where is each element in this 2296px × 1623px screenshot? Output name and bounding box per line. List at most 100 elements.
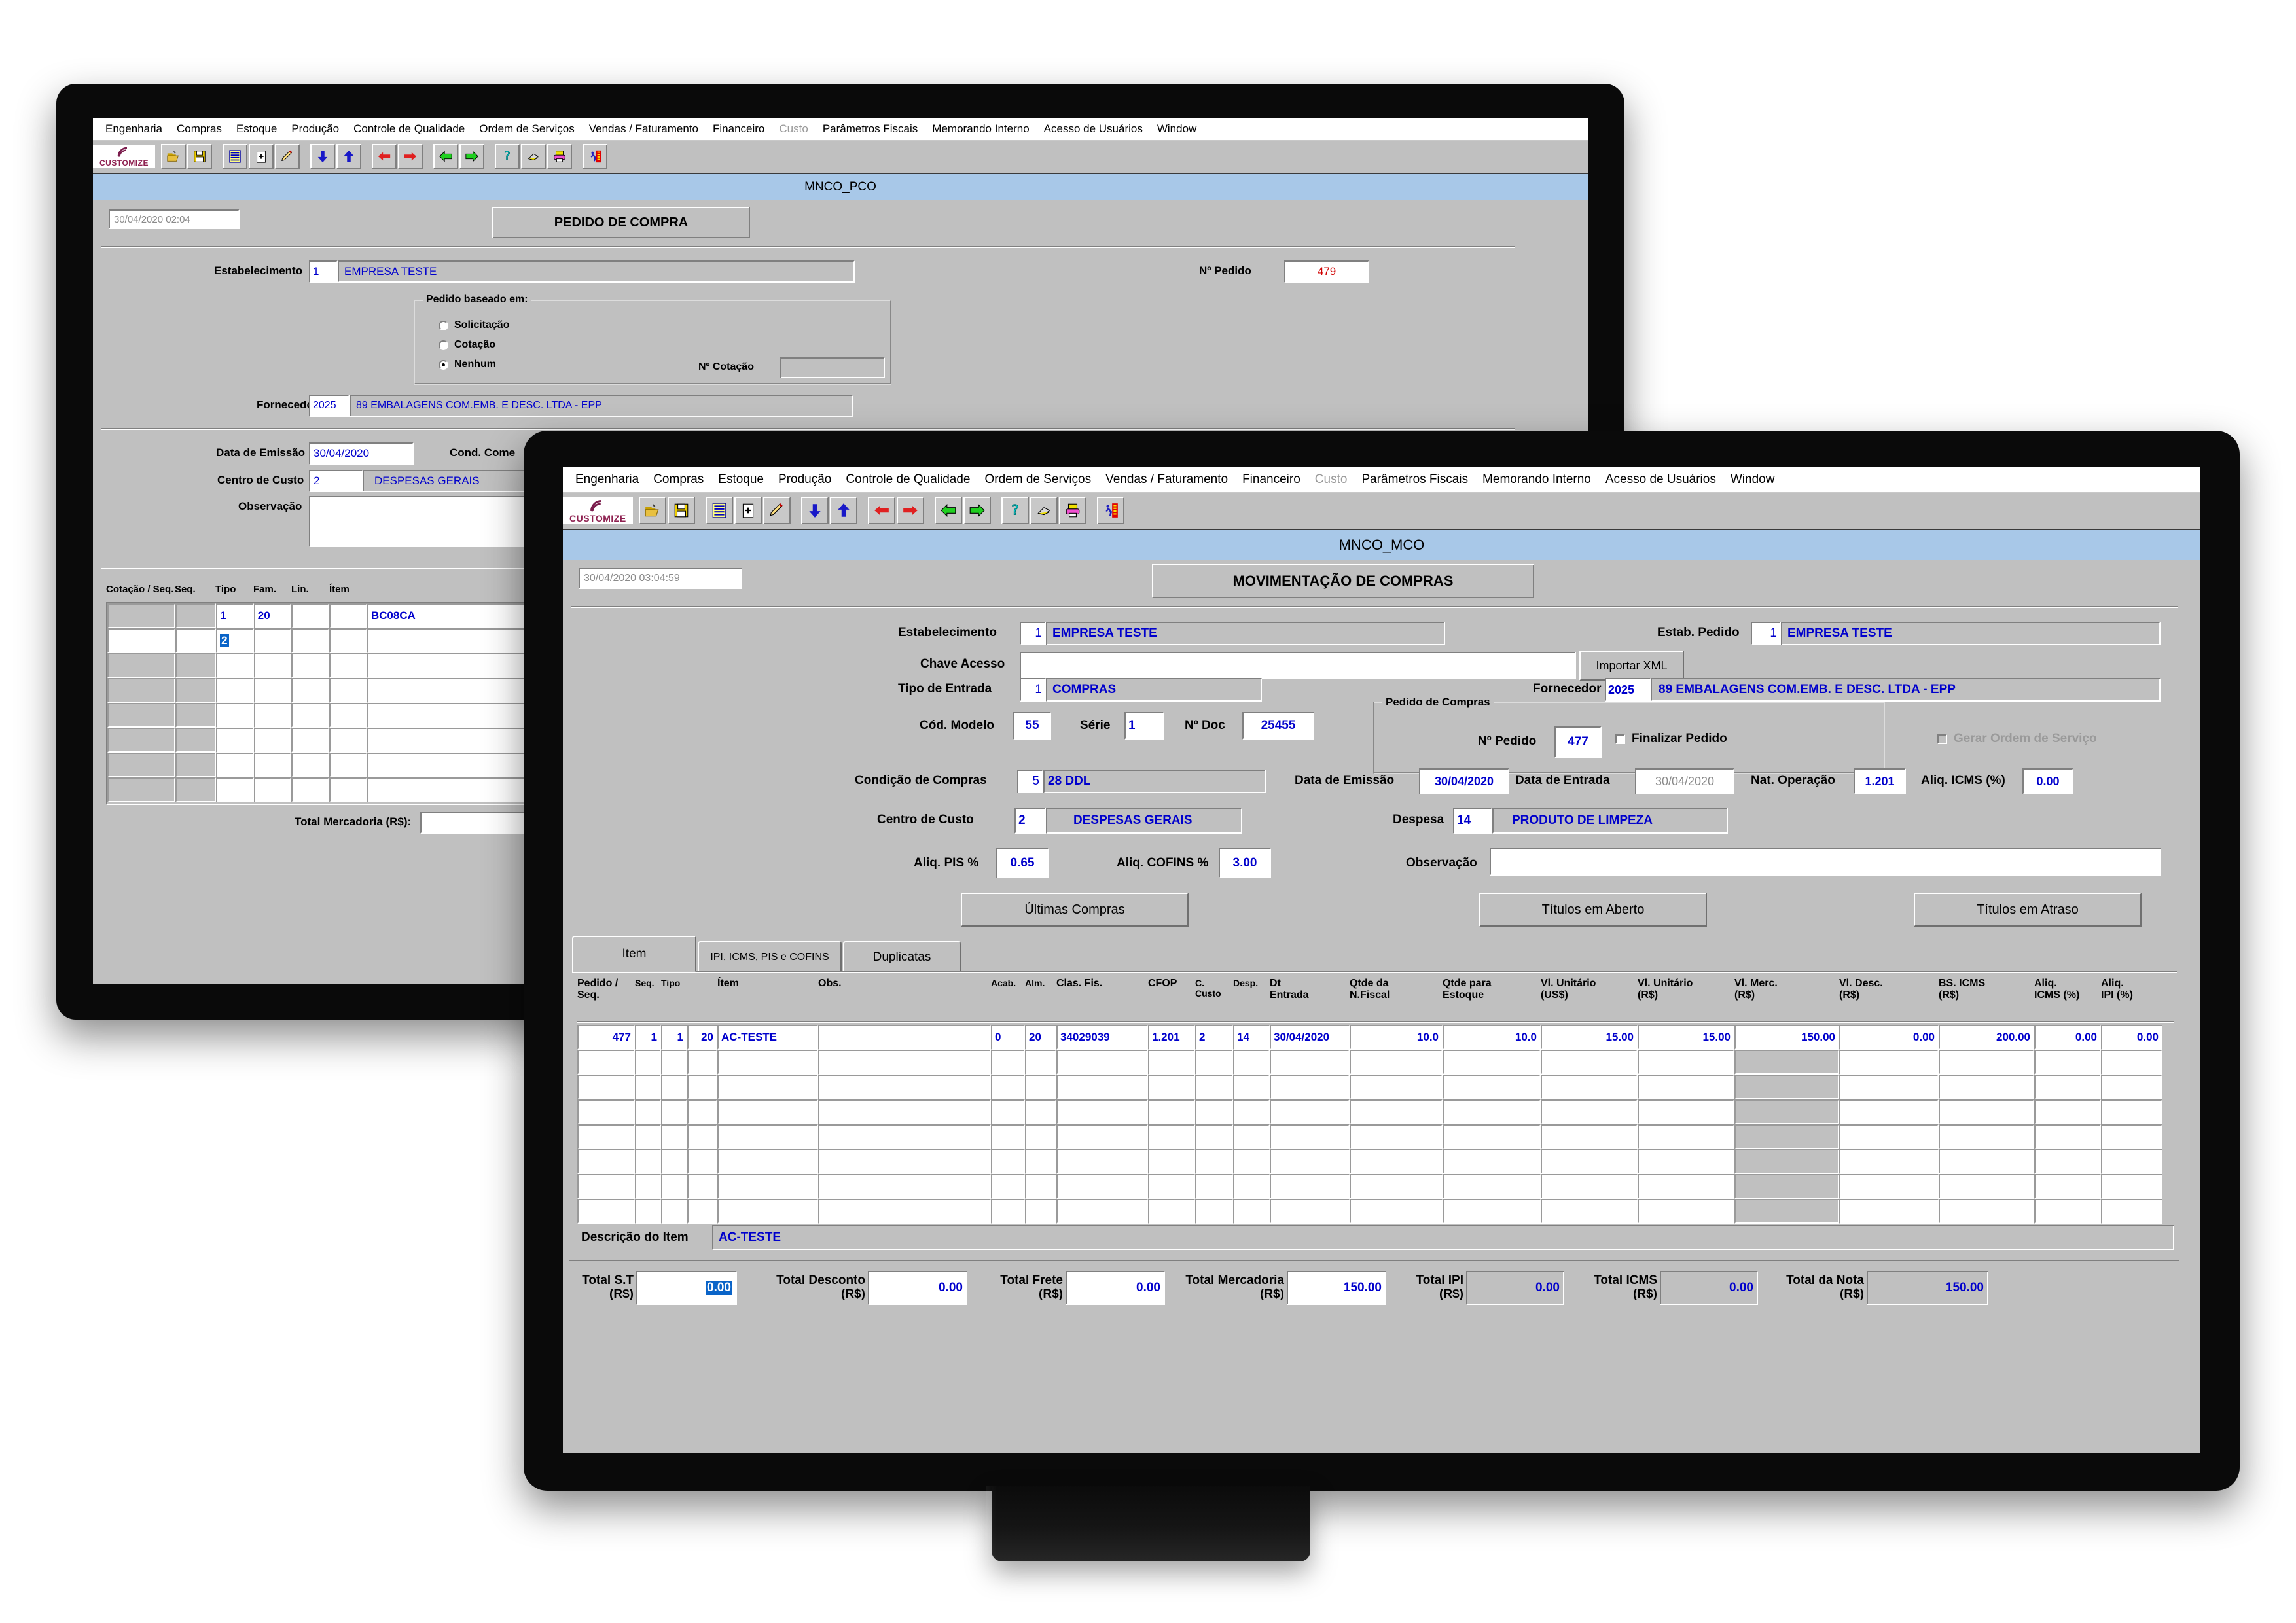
table-cell-vl_unit_us[interactable] (1541, 1199, 1638, 1224)
table-cell-item[interactable] (717, 1124, 818, 1149)
grid-pco[interactable]: 1 20 BC08CA 2 (106, 602, 564, 805)
last-record-icon[interactable] (963, 497, 991, 524)
menu-item-acesso-de-usu-rios[interactable]: Acesso de Usuários (1043, 122, 1143, 135)
table-cell-clas_fis[interactable] (1056, 1099, 1148, 1124)
table-cell-aliq_ipi[interactable] (2101, 1099, 2162, 1124)
table-cell-lin[interactable] (329, 653, 367, 678)
table-cell-clas_fis[interactable] (1056, 1050, 1148, 1075)
table-cell-cfop[interactable] (1148, 1075, 1195, 1099)
table-cell-cfop[interactable] (1148, 1124, 1195, 1149)
arrow-up-icon[interactable] (829, 497, 857, 524)
table-cell-bs_icms[interactable] (1939, 1199, 2034, 1224)
table-cell-qtde_nf[interactable]: 10.0 (1350, 1025, 1443, 1050)
table-row[interactable] (577, 1124, 2174, 1149)
table-cell-aliq_icms[interactable]: 0.00 (2034, 1025, 2101, 1050)
table-cell-pedido[interactable] (577, 1199, 635, 1224)
table-cell-seq2[interactable] (661, 1174, 687, 1199)
total-value[interactable]: 0.00 (636, 1271, 737, 1305)
table-cell-dt_entrada[interactable] (1270, 1050, 1350, 1075)
save-diskette-icon[interactable] (667, 497, 695, 524)
field-n-cotacao[interactable] (780, 357, 885, 378)
menu-item-window[interactable]: Window (1730, 473, 1775, 486)
table-cell-clas_fis[interactable] (1056, 1174, 1148, 1199)
toolbar[interactable]: CUSTOMIZE ? (563, 493, 2200, 530)
table-cell-c_custo[interactable] (1195, 1199, 1233, 1224)
field-centro-custo-code[interactable]: 2 (309, 470, 363, 492)
total-value[interactable]: 0.00 (1066, 1271, 1165, 1305)
table-cell-pedido[interactable] (577, 1124, 635, 1149)
table-cell-obs[interactable] (818, 1199, 991, 1224)
table-cell-aliq_icms[interactable] (2034, 1174, 2101, 1199)
field-n-doc[interactable]: 25455 (1242, 712, 1314, 740)
table-row[interactable] (107, 728, 563, 753)
table-cell-aliq_ipi[interactable]: 0.00 (2101, 1025, 2162, 1050)
field-observacao[interactable] (1490, 848, 2161, 876)
table-cell-qtde_nf[interactable] (1350, 1075, 1443, 1099)
table-cell-qtde_nf[interactable] (1350, 1099, 1443, 1124)
table-row[interactable] (107, 703, 563, 728)
menubar[interactable]: Engenharia Compras Estoque Produção Controle… (563, 467, 2200, 493)
table-cell-seq2[interactable] (661, 1050, 687, 1075)
field-serie[interactable]: 1 (1124, 712, 1164, 740)
table-cell-tipo[interactable] (253, 678, 292, 703)
table-cell-fam[interactable] (291, 777, 330, 802)
ultimas-compras-button[interactable]: Últimas Compras (961, 893, 1189, 927)
help-question-icon[interactable]: ? (494, 144, 520, 169)
table-cell-cotacao[interactable] (107, 603, 176, 628)
table-cell-cotacao[interactable] (107, 753, 176, 777)
menu-item-produ-o[interactable]: Produção (291, 122, 340, 135)
table-cell-item[interactable] (717, 1099, 818, 1124)
table-cell-cotacao[interactable] (107, 777, 176, 802)
table-cell-tipo[interactable] (253, 653, 292, 678)
table-cell-lin[interactable] (329, 753, 367, 777)
table-cell-qtde_est[interactable] (1443, 1099, 1541, 1124)
table-cell-dt_entrada[interactable]: 30/04/2020 (1270, 1025, 1350, 1050)
table-cell-aliq_icms[interactable] (2034, 1149, 2101, 1174)
table-row[interactable] (107, 777, 563, 802)
table-cell-lin[interactable] (329, 678, 367, 703)
menu-item-engenharia[interactable]: Engenharia (575, 473, 639, 486)
arrow-down-icon[interactable] (310, 144, 335, 169)
table-cell-desp[interactable] (1233, 1050, 1270, 1075)
table-cell-tipo[interactable] (687, 1149, 717, 1174)
table-cell-cotacao[interactable] (107, 728, 176, 753)
field-fornecedor-code[interactable]: 2025 (1605, 678, 1651, 702)
table-cell-bs_icms[interactable] (1939, 1124, 2034, 1149)
table-cell-seq[interactable] (216, 777, 254, 802)
table-cell-seq1[interactable] (635, 1124, 661, 1149)
table-cell-dt_entrada[interactable] (1270, 1174, 1350, 1199)
table-cell-vl_merc[interactable] (1734, 1075, 1839, 1099)
table-cell-alm[interactable] (1025, 1149, 1056, 1174)
table-cell-obs[interactable] (818, 1075, 991, 1099)
table-cell-qtde_est[interactable] (1443, 1050, 1541, 1075)
field-estab-pedido-code[interactable]: 1 (1751, 622, 1781, 645)
table-cell-pedido[interactable] (577, 1050, 635, 1075)
table-cell-pedido[interactable] (577, 1075, 635, 1099)
exit-running-man-icon[interactable] (582, 144, 607, 169)
table-cell-acab[interactable]: 0 (991, 1025, 1025, 1050)
menu-item-vendas-faturamento[interactable]: Vendas / Faturamento (588, 122, 699, 135)
menu-item-produ-o[interactable]: Produção (778, 473, 832, 486)
table-cell-bs_icms[interactable] (1939, 1050, 2034, 1075)
table-cell-clas_fis[interactable] (1056, 1199, 1148, 1224)
total-value[interactable]: 150.00 (1287, 1271, 1386, 1305)
table-row[interactable] (577, 1099, 2174, 1124)
table-cell-vl_merc[interactable] (1734, 1099, 1839, 1124)
table-cell-aliq_ipi[interactable] (2101, 1199, 2162, 1224)
table-cell-qtde_nf[interactable] (1350, 1149, 1443, 1174)
table-cell-vl_unit_rs[interactable] (1638, 1174, 1734, 1199)
table-cell-dt_entrada[interactable] (1270, 1075, 1350, 1099)
table-cell-lin[interactable] (329, 777, 367, 802)
table-cell-seq0[interactable] (175, 753, 217, 777)
table-cell-vl_merc[interactable]: 150.00 (1734, 1025, 1839, 1050)
table-cell-aliq_ipi[interactable] (2101, 1149, 2162, 1174)
table-cell-pedido[interactable] (577, 1099, 635, 1124)
table-cell-bs_icms[interactable] (1939, 1099, 2034, 1124)
table-cell-vl_unit_rs[interactable]: 15.00 (1638, 1025, 1734, 1050)
table-cell-seq1[interactable] (635, 1050, 661, 1075)
total-value[interactable]: 0.00 (868, 1271, 967, 1305)
table-cell-fam[interactable] (291, 728, 330, 753)
table-cell-aliq_ipi[interactable] (2101, 1050, 2162, 1075)
table-cell-acab[interactable] (991, 1174, 1025, 1199)
table-cell-seq1[interactable] (635, 1199, 661, 1224)
